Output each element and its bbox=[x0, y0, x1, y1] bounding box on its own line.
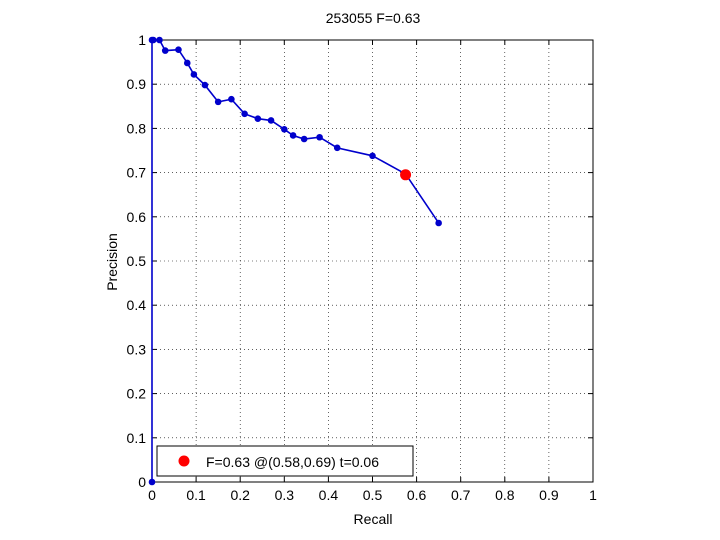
chart-title: 253055 F=0.63 bbox=[326, 10, 421, 26]
y-tick-label: 1 bbox=[138, 32, 146, 48]
y-tick-label: 0.3 bbox=[127, 341, 147, 357]
pr-curve-point bbox=[435, 219, 442, 227]
series-layer bbox=[148, 36, 442, 486]
x-tick-label: 0.8 bbox=[495, 487, 515, 503]
best-f-point bbox=[400, 169, 412, 181]
pr-curve-point bbox=[267, 117, 275, 124]
pr-curve-point bbox=[316, 133, 323, 141]
x-axis-title: Recall bbox=[354, 511, 393, 527]
x-tick-label: 0.2 bbox=[230, 487, 250, 503]
legend-box bbox=[156, 445, 414, 477]
y-tick-label: 0.7 bbox=[127, 165, 147, 181]
pr-curve-point bbox=[289, 132, 297, 139]
pr-curve-point bbox=[201, 81, 209, 89]
pr-curve-point bbox=[369, 152, 376, 160]
x-tick-label: 0.7 bbox=[451, 487, 471, 503]
y-tick-label: 0.8 bbox=[127, 120, 147, 136]
pr-curve-point bbox=[241, 110, 248, 118]
y-tick-label: 0.2 bbox=[127, 386, 147, 402]
tick-layer: 0 0.1 0.2 0.3 0.4 0.5 0.6 0.7 0.8 0.9 1 0 0.1 0.2 0.3 0… bbox=[127, 32, 598, 503]
pr-curve-point bbox=[281, 125, 288, 133]
x-tick-label: 0.6 bbox=[407, 487, 427, 503]
pr-curve-point bbox=[175, 46, 182, 54]
y-tick-label: 0.1 bbox=[127, 430, 147, 446]
pr-curve-point bbox=[254, 115, 262, 122]
pr-curve-line bbox=[151, 39, 440, 482]
pr-curve-point bbox=[190, 71, 198, 78]
y-tick-label: 0.6 bbox=[127, 209, 147, 225]
pr-curve-point bbox=[228, 95, 235, 103]
pr-curve-point bbox=[333, 144, 341, 152]
x-tick-label: 0.9 bbox=[539, 487, 559, 503]
x-tick-label: 0 bbox=[148, 487, 156, 503]
pr-curve-point bbox=[214, 98, 222, 106]
grid-layer bbox=[152, 40, 593, 482]
pr-curve-point bbox=[300, 135, 308, 143]
y-tick-label: 0.5 bbox=[127, 253, 147, 269]
pr-curve-point bbox=[148, 478, 156, 486]
x-tick-label: 0.1 bbox=[186, 487, 206, 503]
legend-label: F=0.63 @(0.58,0.69) t=0.06 bbox=[206, 454, 379, 470]
y-tick-label: 0.9 bbox=[127, 76, 147, 92]
x-tick-label: 1 bbox=[589, 487, 597, 503]
x-tick-label: 0.3 bbox=[275, 487, 295, 503]
y-tick-label: 0.4 bbox=[127, 297, 147, 313]
pr-curve-point bbox=[183, 59, 191, 67]
legend-marker bbox=[178, 455, 190, 467]
y-axis-title: Precision bbox=[104, 233, 120, 291]
x-tick-label: 0.4 bbox=[319, 487, 339, 503]
y-tick-label: 0 bbox=[138, 474, 146, 490]
pr-curve-point bbox=[161, 47, 169, 54]
legend: F=0.63 @(0.58,0.69) t=0.06 bbox=[156, 445, 414, 477]
pr-curve-point bbox=[150, 36, 157, 44]
x-tick-label: 0.5 bbox=[363, 487, 383, 503]
pr-curve-point bbox=[156, 36, 163, 44]
